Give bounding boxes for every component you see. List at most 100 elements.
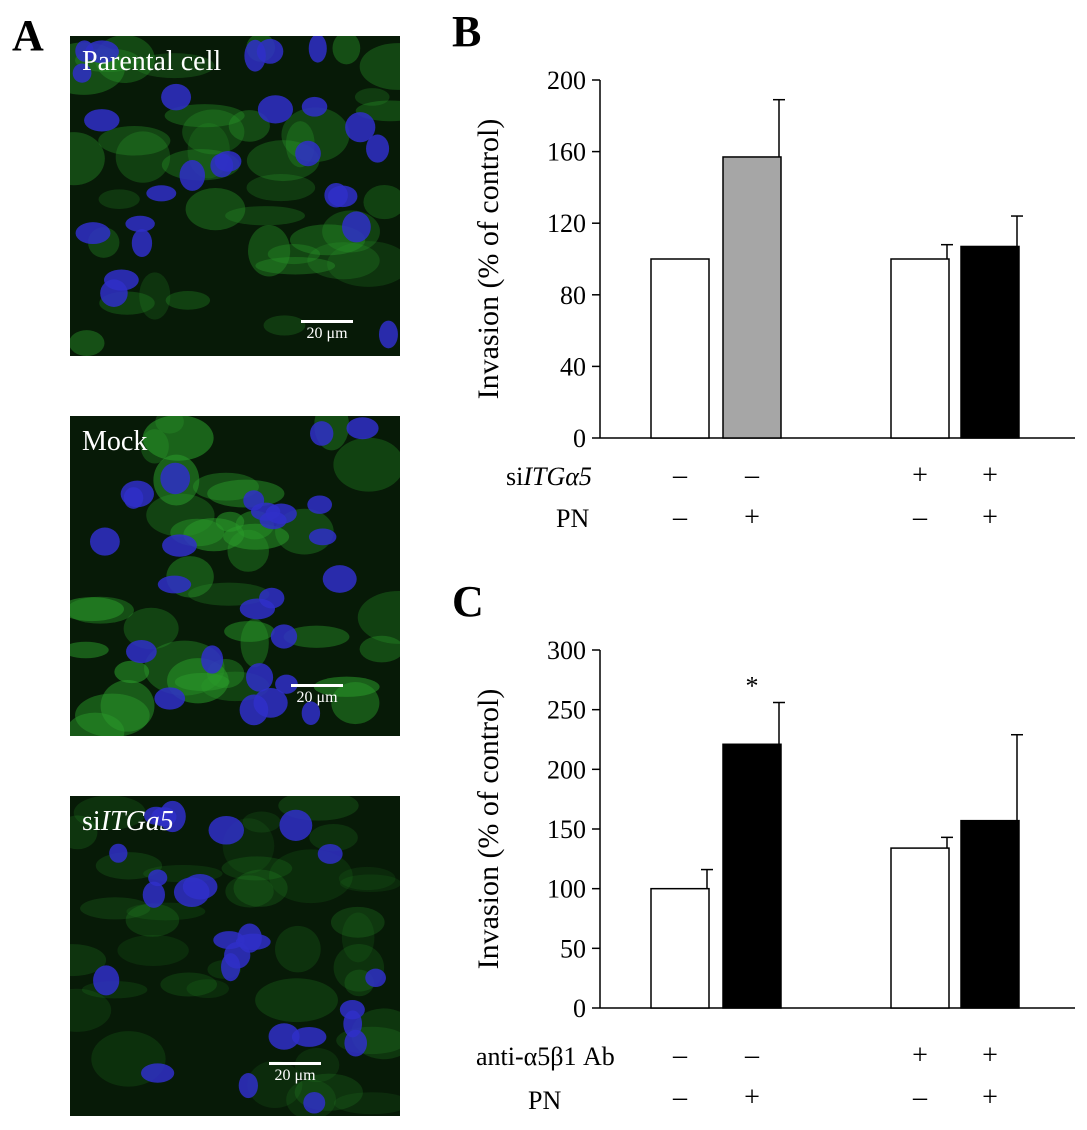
green-stain [98,126,171,156]
green-stain [73,796,146,830]
nucleus [239,694,269,726]
nucleus [161,83,192,111]
green-stain [357,591,400,644]
nucleus [345,112,376,143]
nucleus [208,815,245,845]
micrograph-image [70,36,400,356]
green-stain [227,529,270,572]
nucleus [142,881,166,908]
row-label-anti-ab: anti-α5β1 Ab [476,1042,615,1071]
nucleus [378,320,398,349]
micrograph-mock: Mock 20 μm [70,416,400,736]
green-stain [359,635,400,663]
green-stain [70,641,109,659]
condition-symbol: + [744,502,760,533]
nucleus [346,417,379,440]
green-stain [117,934,189,967]
y-tick-label: 50 [560,934,586,963]
green-stain [70,712,125,736]
green-stain [70,330,105,356]
row-label-pn-c: PN [528,1086,562,1115]
y-tick-label: 150 [547,815,586,844]
green-stain [139,272,171,320]
y-tick-label: 100 [547,875,586,904]
green-stain [164,104,245,128]
nucleus [324,183,348,208]
nucleus [126,640,157,664]
nucleus [214,150,242,172]
green-stain [70,132,105,186]
green-stain [207,479,285,508]
nucleus [85,40,119,64]
green-stain [267,244,321,265]
green-stain [185,188,246,231]
y-tick-label: 200 [547,66,586,95]
chart-c-svg: 0 50 100 150 200 250 300 Invasion (% of control… [472,636,1075,1023]
row-label-pn-b: PN [556,504,590,533]
green-stain [123,607,179,650]
nucleus [270,624,298,649]
chart-c: 0 50 100 150 200 250 300 Invasion (% of control… [440,630,1080,1050]
nucleus [131,229,153,258]
bar [890,258,950,439]
green-stain [192,472,259,501]
nucleus [322,565,357,593]
nucleus [140,1063,175,1083]
green-stain [224,620,275,642]
green-stain [307,242,380,280]
green-stain [327,241,400,287]
green-stain [354,88,390,106]
nucleus [224,941,251,969]
y-tick-label: 300 [547,636,586,665]
nucleus [308,528,337,546]
nucleus [154,687,186,710]
green-stain [228,110,270,142]
green-stain [126,902,206,921]
nucleus [157,575,192,594]
green-stain [263,315,306,336]
bar [960,819,1020,1009]
nucleus [160,462,191,495]
y-tick-label: 40 [560,352,586,381]
nucleus [256,38,284,64]
nucleus [148,869,168,887]
green-stain [98,189,140,210]
nucleus [146,185,177,202]
green-stain [134,53,215,79]
green-stain [125,903,180,937]
green-stain [339,874,400,893]
green-stain [225,206,305,226]
micrograph-image [70,796,400,1116]
green-stain [100,679,155,732]
y-tick-label: 120 [547,209,586,238]
nucleus [307,495,333,514]
nucleus [344,1029,368,1057]
condition-symbol: – [745,1040,759,1071]
micrograph-image [70,416,400,736]
green-stain [221,856,293,881]
nucleus [303,1091,326,1114]
green-stain [246,174,316,202]
green-stain [115,131,171,183]
condition-symbol: + [912,460,928,491]
y-axis-label: Invasion (% of control) [472,689,505,970]
green-stain [332,36,361,65]
scale-bar: 20 μm [266,1062,324,1085]
nucleus [93,965,120,996]
micrograph-parental-cell: Parental cell 20 μm [70,36,400,356]
scale-bar: 20 μm [288,684,346,707]
nucleus [182,873,218,900]
condition-symbol: + [982,1082,998,1113]
nucleus [301,701,321,725]
scale-bar: 20 μm [298,320,356,343]
significance-marker: * [746,672,759,701]
green-stain [223,523,290,550]
condition-symbol: + [982,502,998,533]
nucleus [295,140,321,167]
nucleus [100,279,128,307]
nucleus [365,968,386,988]
green-stain [275,925,321,973]
green-stain [70,815,98,850]
bar [960,245,1020,439]
condition-symbol: + [912,1040,928,1071]
